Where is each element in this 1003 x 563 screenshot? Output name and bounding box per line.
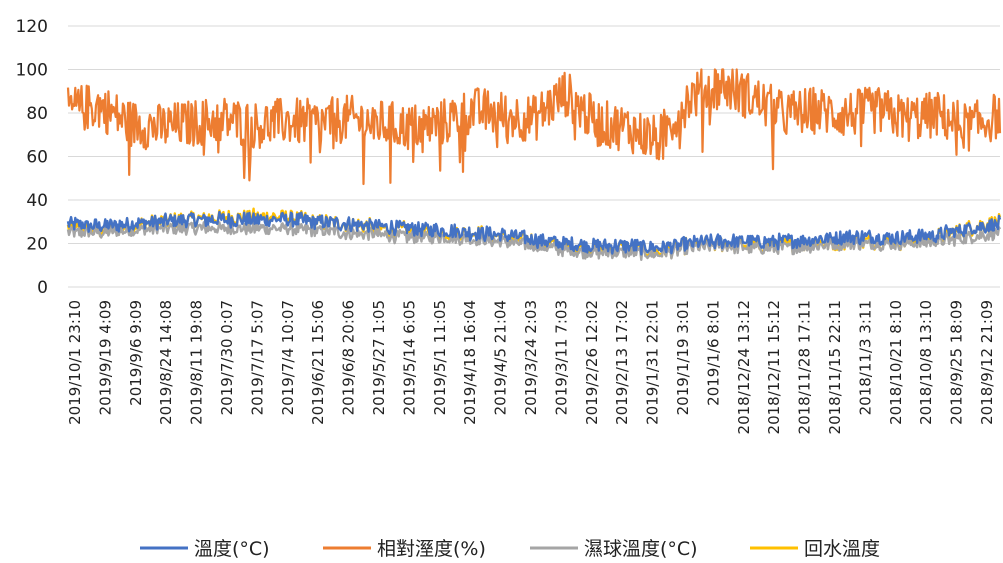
x-tick-label: 2018/9/25 18:09 bbox=[948, 300, 966, 425]
x-tick-label: 2019/3/24 2:03 bbox=[522, 300, 540, 415]
x-tick-label: 2019/2/26 12:02 bbox=[583, 300, 601, 425]
legend-label: 回水溫度 bbox=[804, 538, 880, 560]
x-tick-label: 2018/12/11 15:12 bbox=[765, 300, 783, 434]
y-tick-label: 120 bbox=[16, 17, 48, 37]
legend-label: 濕球溫度(°C) bbox=[584, 538, 698, 560]
x-tick-label: 2019/5/1 11:05 bbox=[431, 300, 449, 415]
y-axis-ticks: 0 20 40 60 80 100 120 bbox=[16, 17, 48, 298]
x-tick-label: 2019/4/5 21:04 bbox=[492, 300, 510, 415]
x-tick-label: 2018/10/21 8:10 bbox=[887, 300, 905, 425]
x-tick-label: 2018/11/3 3:11 bbox=[856, 300, 874, 415]
y-tick-label: 60 bbox=[26, 148, 48, 168]
x-tick-label: 2018/10/8 13:10 bbox=[917, 300, 935, 425]
x-tick-label: 2019/5/27 1:05 bbox=[370, 300, 388, 415]
x-tick-label: 2019/9/6 9:09 bbox=[127, 300, 145, 406]
x-tick-label: 2019/1/31 22:01 bbox=[644, 300, 662, 425]
x-tick-label: 2018/9/12 21:09 bbox=[978, 300, 996, 425]
x-tick-label: 2019/6/8 20:06 bbox=[340, 300, 358, 415]
x-axis-ticks: 2019/10/1 23:10 2019/9/19 4:09 2019/9/6 9:… bbox=[66, 300, 996, 434]
x-tick-label: 2019/7/4 10:07 bbox=[279, 300, 297, 415]
x-tick-label: 2018/11/28 17:11 bbox=[796, 300, 814, 434]
y-tick-label: 0 bbox=[37, 278, 48, 298]
legend-label: 溫度(°C) bbox=[194, 538, 270, 560]
x-tick-label: 2019/1/6 8:01 bbox=[704, 300, 722, 406]
x-tick-label: 2019/8/24 14:08 bbox=[157, 300, 175, 425]
series-line-1 bbox=[66, 68, 1002, 186]
series-lines bbox=[66, 68, 1002, 261]
x-tick-label: 2019/8/11 19:08 bbox=[188, 300, 206, 425]
series-line-0 bbox=[66, 210, 1002, 256]
x-tick-label: 2019/4/18 16:04 bbox=[461, 300, 479, 425]
x-tick-label: 2018/12/24 13:12 bbox=[735, 300, 753, 434]
x-tick-label: 2019/9/19 4:09 bbox=[96, 300, 114, 415]
x-tick-label: 2019/7/17 5:07 bbox=[248, 300, 266, 415]
y-tick-label: 80 bbox=[26, 104, 48, 124]
x-tick-label: 2019/1/19 3:01 bbox=[674, 300, 692, 415]
x-tick-label: 2019/2/13 17:02 bbox=[613, 300, 631, 425]
x-tick-label: 2018/11/15 22:11 bbox=[826, 300, 844, 434]
y-tick-label: 40 bbox=[26, 191, 48, 211]
y-tick-label: 20 bbox=[26, 235, 48, 255]
x-tick-label: 2019/5/14 6:05 bbox=[400, 300, 418, 415]
x-tick-label: 2019/3/11 7:03 bbox=[552, 300, 570, 415]
series-line-2 bbox=[66, 220, 1002, 261]
legend-label: 相對溼度(%) bbox=[377, 538, 486, 560]
x-tick-label: 2019/7/30 0:07 bbox=[218, 300, 236, 415]
x-tick-label: 2019/10/1 23:10 bbox=[66, 300, 84, 425]
x-tick-label: 2019/6/21 15:06 bbox=[309, 300, 327, 425]
y-tick-label: 100 bbox=[16, 61, 48, 81]
legend: 溫度(°C) 相對溼度(%) 濕球溫度(°C) 回水溫度 bbox=[140, 538, 880, 560]
